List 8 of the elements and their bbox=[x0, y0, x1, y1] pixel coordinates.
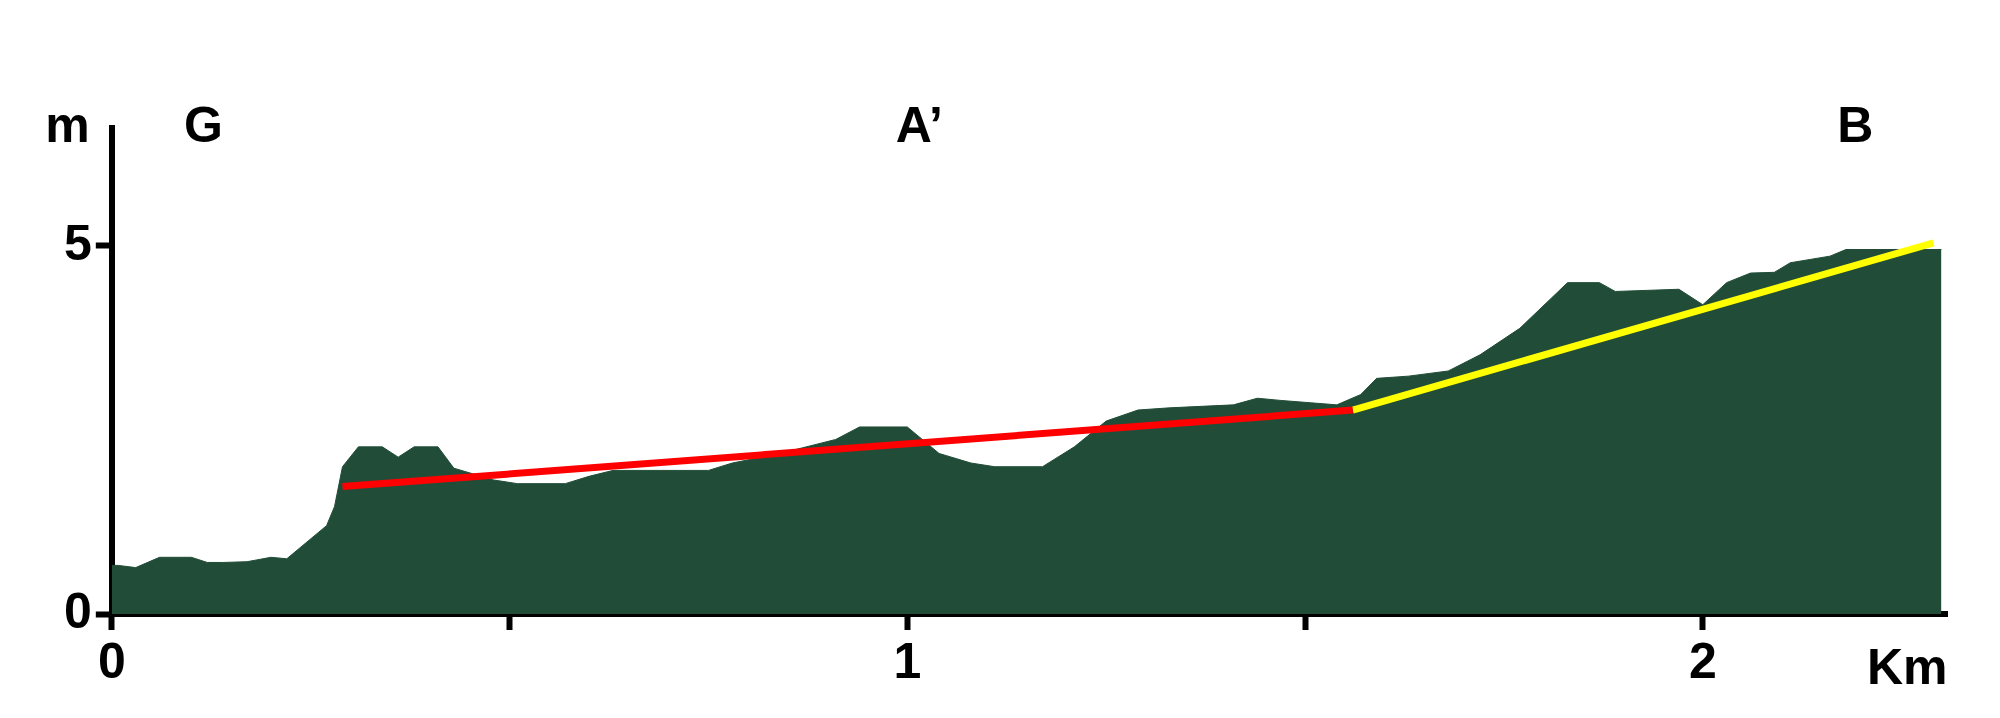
x-tick-label: 2 bbox=[1688, 632, 1717, 689]
annotation: G bbox=[184, 96, 224, 153]
annotation: B bbox=[1837, 96, 1874, 153]
annotation: A’ bbox=[895, 96, 943, 153]
x-axis-title: Km bbox=[1867, 638, 1948, 695]
y-axis-title: m bbox=[45, 96, 90, 153]
x-tick-label: 1 bbox=[893, 632, 922, 689]
y-tick-label: 5 bbox=[64, 214, 92, 271]
